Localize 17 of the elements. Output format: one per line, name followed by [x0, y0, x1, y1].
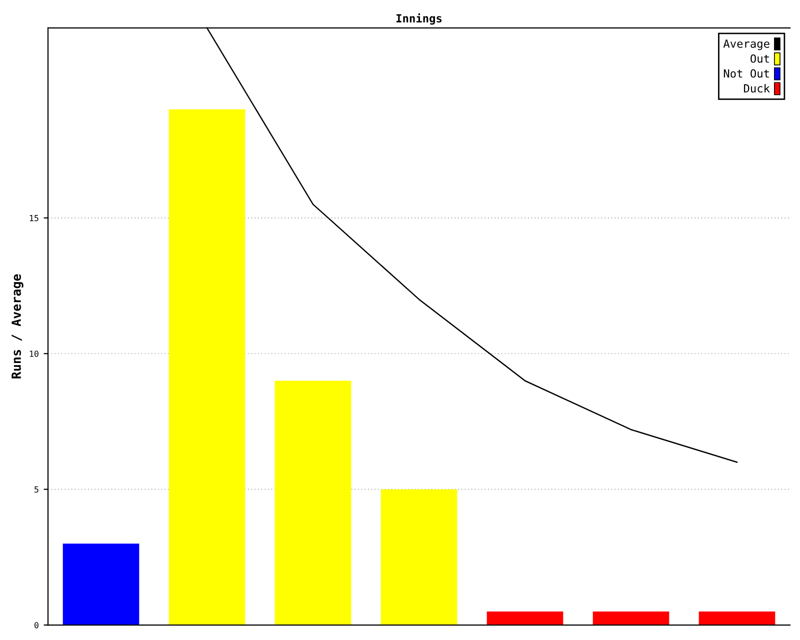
bar [380, 489, 458, 626]
legend-label: Average [723, 40, 770, 50]
chart-title: Innings [396, 13, 442, 25]
legend-label: Not Out [724, 69, 769, 78]
bar [698, 611, 776, 626]
y-tick-label: 0 [34, 622, 38, 628]
bar [592, 611, 670, 626]
y-tick-label: 5 [34, 486, 38, 493]
bar [62, 544, 140, 626]
y-tick-label: 10 [30, 350, 38, 357]
bar [274, 380, 352, 626]
legend-label: Duck [744, 84, 770, 93]
bar [486, 611, 564, 626]
y-axis-title: Runs / Average [12, 274, 24, 378]
y-tick-label: 15 [30, 215, 38, 222]
legend-label: Out [750, 54, 769, 63]
bar [168, 109, 246, 626]
